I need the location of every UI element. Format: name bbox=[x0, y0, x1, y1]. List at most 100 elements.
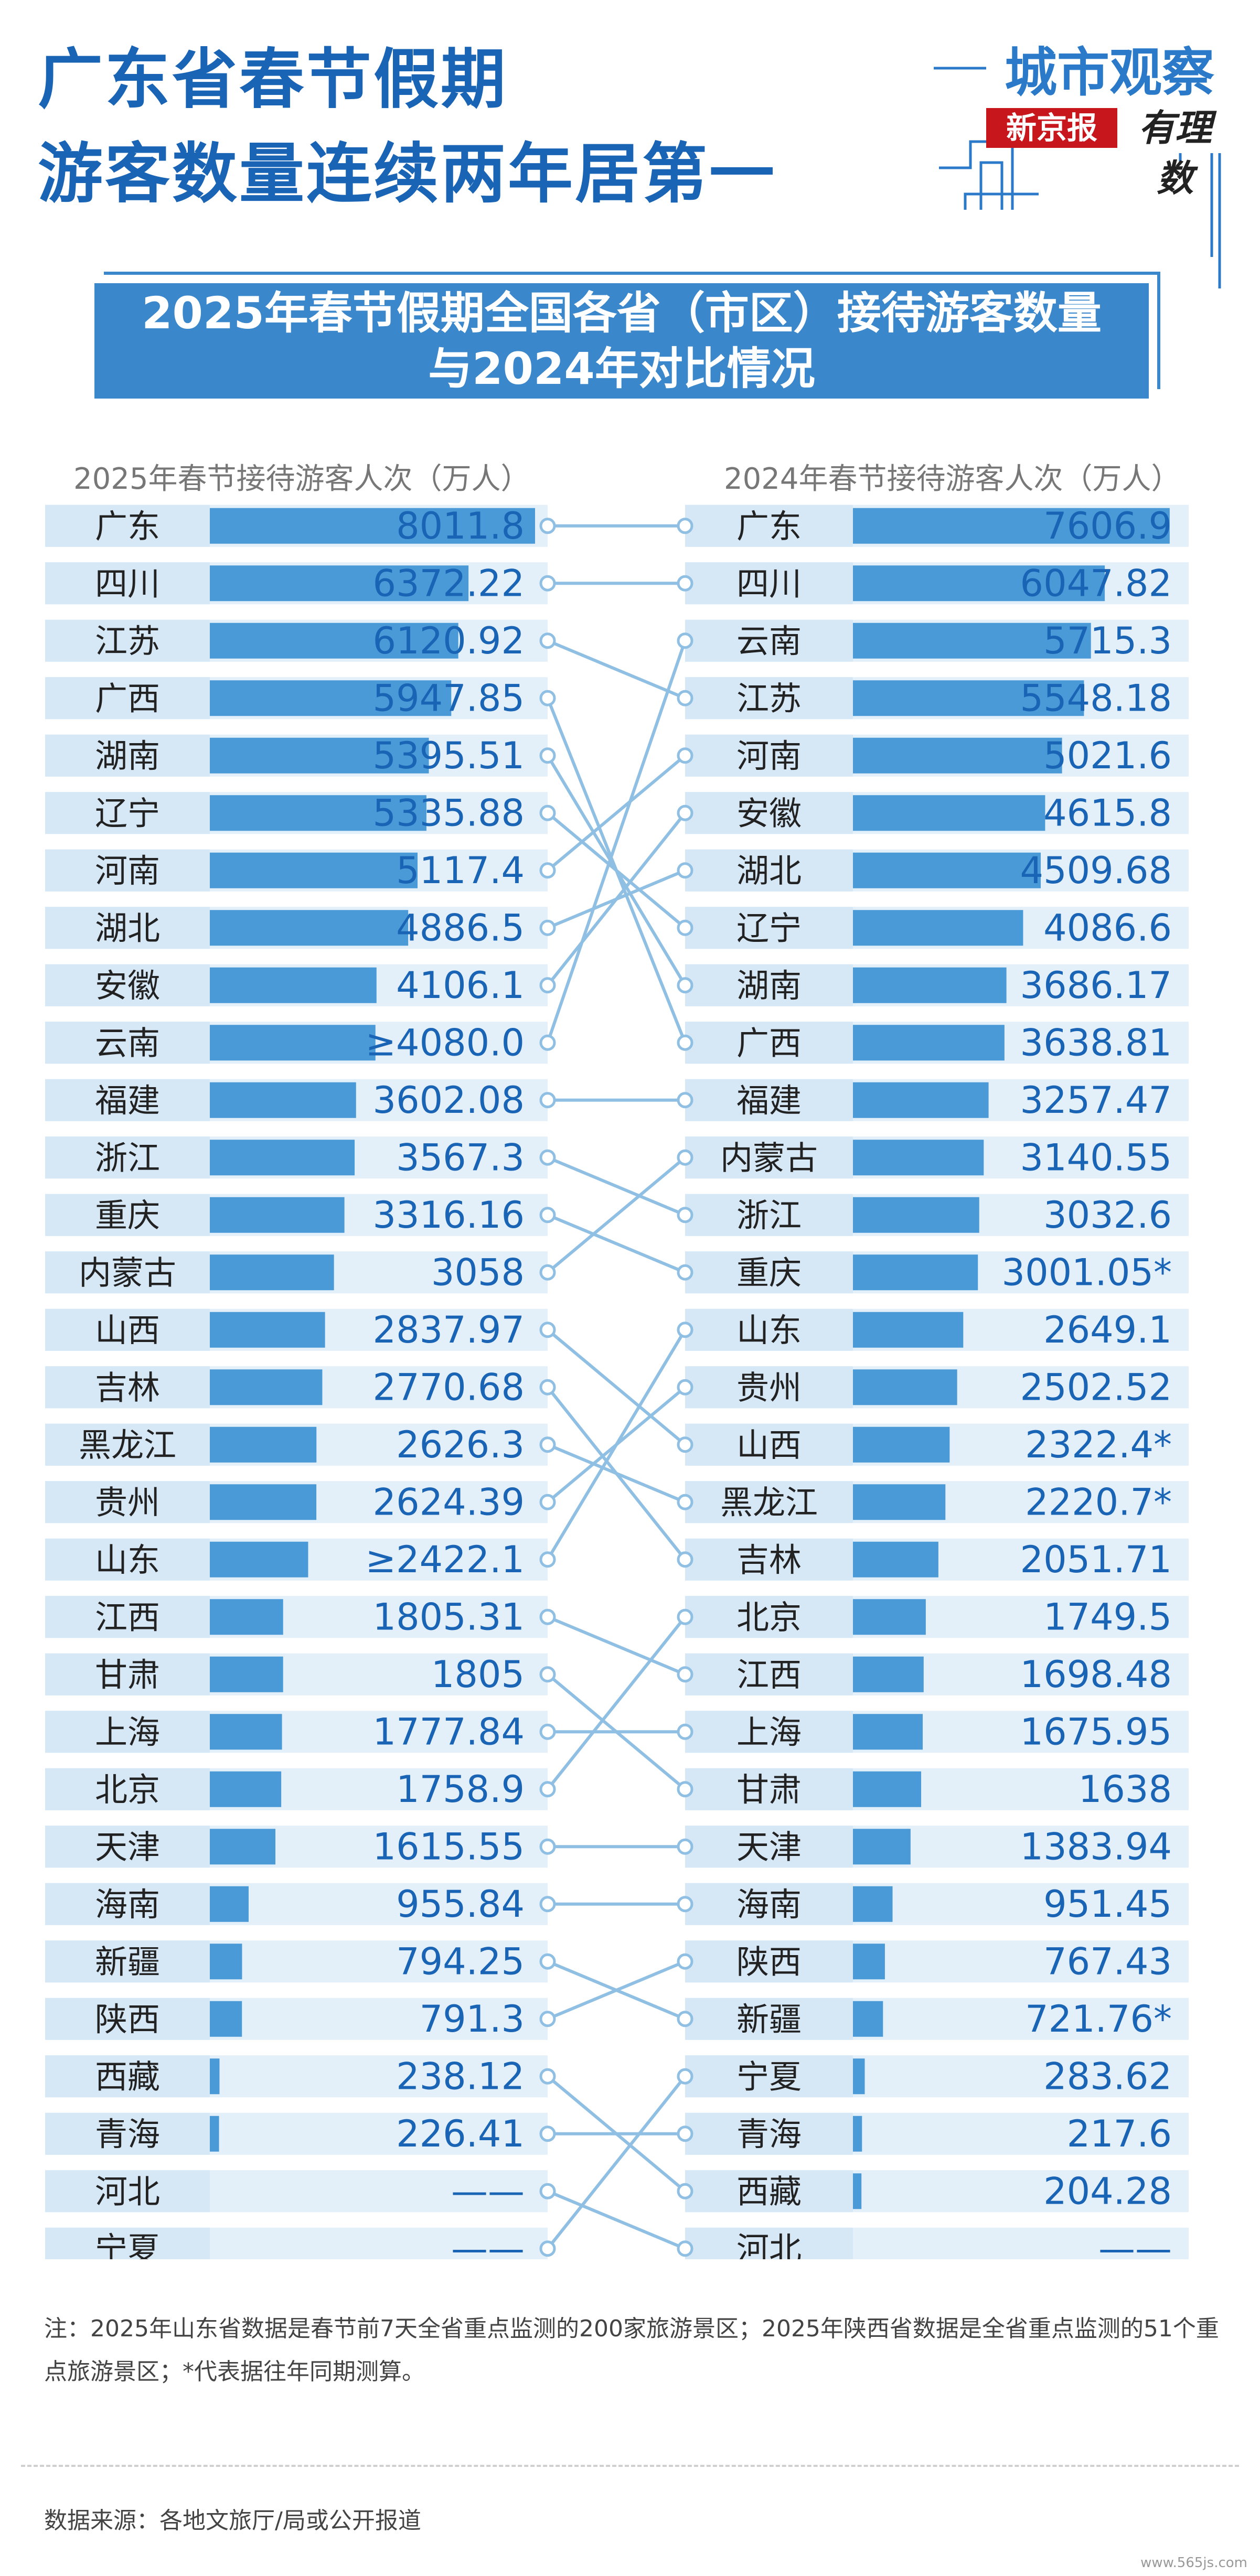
right-name-cell bbox=[685, 1883, 853, 1925]
right-connector-dot bbox=[677, 1264, 693, 1281]
right-value-label: 5021.6 bbox=[1043, 734, 1172, 777]
left-province-name: 江西 bbox=[95, 1598, 160, 1636]
left-name-cell bbox=[45, 1022, 210, 1064]
left-province-name: 甘肃 bbox=[95, 1656, 160, 1694]
right-connector-dot bbox=[677, 518, 693, 534]
left-name-cell bbox=[45, 1883, 210, 1925]
left-connector-dot bbox=[539, 2011, 556, 2027]
left-connector-dot bbox=[539, 1264, 556, 1281]
left-bar bbox=[210, 680, 452, 716]
left-connector-dot bbox=[539, 1896, 556, 1913]
right-province-name: 宁夏 bbox=[736, 2057, 802, 2096]
right-connector-dot bbox=[677, 2126, 693, 2142]
left-connector-dot bbox=[539, 919, 556, 936]
right-name-cell bbox=[685, 1481, 853, 1523]
rank-connector-line bbox=[546, 1329, 687, 1561]
left-connector-dot bbox=[539, 2126, 556, 2142]
right-province-name: 云南 bbox=[736, 622, 802, 660]
right-name-cell bbox=[685, 1251, 853, 1294]
right-value-label: 3032.6 bbox=[1043, 1194, 1172, 1237]
right-bar bbox=[853, 508, 1170, 544]
left-bar bbox=[210, 508, 535, 544]
right-province-name: 甘肃 bbox=[736, 1770, 802, 1809]
right-connector-dot bbox=[677, 1608, 693, 1625]
right-value-label: 7606.9 bbox=[1043, 505, 1172, 548]
right-province-name: 青海 bbox=[736, 2115, 802, 2153]
right-value-label: 3638.81 bbox=[1020, 1021, 1172, 1064]
left-connector-dot bbox=[539, 1838, 556, 1855]
left-bar bbox=[210, 967, 377, 1003]
right-value-label: 4509.68 bbox=[1020, 849, 1172, 892]
divider bbox=[21, 2465, 1239, 2467]
left-province-name: 陕西 bbox=[95, 2000, 160, 2038]
right-province-name: 内蒙古 bbox=[720, 1139, 818, 1177]
left-value-label: 8011.8 bbox=[396, 505, 525, 548]
left-connector-dot bbox=[539, 977, 556, 994]
left-connector-dot bbox=[539, 1551, 556, 1568]
ranking-comparison-chart: 广东 8011.8 四川 6372.22 江苏 6120.92 广西 5947.85 湖南 539… bbox=[45, 505, 1189, 2259]
right-connector-dot bbox=[677, 862, 693, 879]
left-value-label: 794.25 bbox=[396, 1940, 525, 1983]
right-name-cell bbox=[685, 1308, 853, 1351]
right-name-cell bbox=[685, 619, 853, 662]
left-bar bbox=[210, 1541, 308, 1577]
right-province-name: 北京 bbox=[736, 1598, 802, 1636]
left-province-name: 福建 bbox=[95, 1081, 160, 1120]
left-bar bbox=[210, 2001, 242, 2037]
left-bar bbox=[210, 1082, 356, 1118]
right-bar bbox=[853, 1599, 926, 1635]
left-value-label: 6372.22 bbox=[373, 562, 525, 605]
right-value-label: —— bbox=[1098, 2227, 1172, 2259]
left-name-cell bbox=[45, 2227, 210, 2259]
right-name-cell bbox=[685, 1940, 853, 1983]
right-bar bbox=[853, 2173, 862, 2209]
right-connector-dot bbox=[677, 690, 693, 706]
left-name-cell bbox=[45, 1079, 210, 1121]
left-province-name: 云南 bbox=[95, 1024, 160, 1062]
left-value-label: 5395.51 bbox=[373, 734, 525, 777]
left-bar bbox=[210, 737, 429, 774]
left-value-label: 1805.31 bbox=[373, 1595, 525, 1638]
right-bar bbox=[853, 1541, 938, 1577]
left-value-label: 3602.08 bbox=[373, 1079, 525, 1122]
left-bar bbox=[210, 1140, 355, 1176]
left-value-label: 955.84 bbox=[396, 1883, 525, 1926]
rank-connector-line bbox=[546, 812, 687, 986]
left-connector-dot bbox=[539, 1953, 556, 1970]
left-bar bbox=[210, 1944, 242, 1980]
right-bar bbox=[853, 1140, 984, 1176]
right-name-cell bbox=[685, 1711, 853, 1753]
right-name-cell bbox=[685, 1366, 853, 1409]
left-connector-dot bbox=[539, 804, 556, 821]
left-name-cell bbox=[45, 505, 210, 547]
left-connector-dot bbox=[539, 1723, 556, 1740]
left-province-name: 江苏 bbox=[95, 622, 160, 660]
left-name-cell bbox=[45, 1308, 210, 1351]
right-bar bbox=[853, 2116, 862, 2152]
left-value-label: ≥2422.1 bbox=[365, 1538, 525, 1581]
right-name-cell bbox=[685, 1079, 853, 1121]
rank-connector-line bbox=[547, 2189, 686, 2250]
left-province-name: 海南 bbox=[95, 1885, 160, 1924]
left-value-label: 5947.85 bbox=[373, 677, 525, 720]
left-value-label: 5335.88 bbox=[373, 791, 525, 834]
left-name-cell bbox=[45, 677, 210, 720]
left-connector-dot bbox=[539, 575, 556, 592]
right-value-label: 5715.3 bbox=[1043, 619, 1172, 662]
left-bar bbox=[210, 1312, 325, 1348]
left-province-name: 吉林 bbox=[95, 1368, 160, 1407]
right-connector-dot bbox=[677, 977, 693, 994]
right-bar bbox=[853, 1484, 946, 1520]
left-name-cell bbox=[45, 562, 210, 605]
brand-column-logo: 有理数 bbox=[1123, 103, 1227, 200]
left-name-cell bbox=[45, 734, 210, 777]
left-value-label: 2770.68 bbox=[373, 1366, 525, 1409]
left-province-name: 安徽 bbox=[95, 967, 160, 1005]
right-value-label: 1383.94 bbox=[1020, 1825, 1172, 1868]
left-connector-dot bbox=[539, 1092, 556, 1109]
right-bar bbox=[853, 1254, 978, 1291]
right-connector-dot bbox=[677, 1838, 693, 1855]
right-province-name: 福建 bbox=[736, 1081, 802, 1120]
right-province-name: 海南 bbox=[736, 1885, 802, 1924]
left-connector-dot bbox=[539, 690, 556, 706]
